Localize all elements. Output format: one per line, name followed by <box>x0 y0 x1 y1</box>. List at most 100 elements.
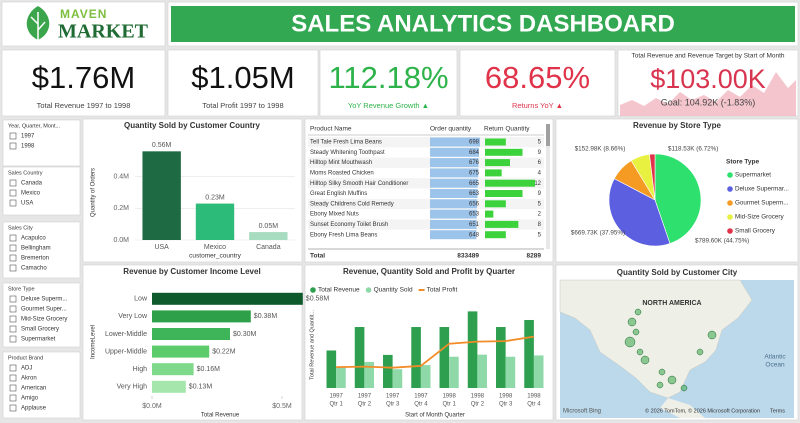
slicer-checkbox[interactable] <box>9 335 17 343</box>
bar <box>496 327 506 388</box>
table-cell: 656 <box>469 201 480 207</box>
return-databar <box>485 231 506 239</box>
scroll-thumb[interactable] <box>546 124 550 146</box>
table-header: Order quantity <box>430 126 472 133</box>
table-header: Return Quantity <box>484 126 530 133</box>
slicer-checkbox[interactable] <box>9 244 17 252</box>
slicer-checkbox[interactable] <box>9 142 17 150</box>
legend-label: Small Grocery <box>735 228 776 235</box>
map-region-label: NORTH AMERICA <box>642 300 701 307</box>
slicer-item: 1997 <box>21 134 35 140</box>
legend-label: Mid-Size Grocery <box>735 214 784 221</box>
slicer-checkbox[interactable] <box>9 325 17 333</box>
return-databar <box>485 159 510 167</box>
table-cell: Steady Whitening Toothpast <box>310 150 385 156</box>
target-sparkline <box>620 72 796 116</box>
slicer-checkbox[interactable] <box>9 264 17 272</box>
slicer-checkbox[interactable] <box>9 364 17 372</box>
map-bubble <box>640 355 650 365</box>
legend-title: Store Type <box>726 159 759 166</box>
kpi-value: $1.76M <box>32 60 135 95</box>
x-tick-label: Qtr 4 <box>527 402 541 408</box>
bar <box>152 310 251 323</box>
bar <box>364 361 374 388</box>
map-land-south <box>660 398 705 418</box>
slicer-checkbox[interactable] <box>9 374 17 382</box>
map-bubble <box>658 368 666 376</box>
y-tick-label: Lower-Middle <box>105 331 147 338</box>
slicer-checkbox[interactable] <box>9 295 17 303</box>
bar-value-label: 0.23M <box>205 194 225 201</box>
bar-value-label: $0.22M <box>212 348 236 355</box>
bar <box>533 355 544 388</box>
map-ocean-label: Atlantic <box>764 354 786 361</box>
slicer-checkbox[interactable] <box>9 189 17 197</box>
y-tick-label: Very Low <box>118 313 148 320</box>
bar <box>152 345 210 358</box>
x-tick-label: Qtr 3 <box>386 402 400 408</box>
slicer-checkbox[interactable] <box>9 305 17 313</box>
map-bubble <box>667 375 677 385</box>
map-terms[interactable]: Terms <box>770 408 785 414</box>
map-bubble <box>636 348 644 356</box>
slicer-title: Sales Country <box>8 170 43 176</box>
table-cell: 675 <box>469 170 480 176</box>
slicer-checkbox[interactable] <box>9 404 17 412</box>
table-total: 8289 <box>527 253 542 260</box>
map-copyright: © 2026 TomTom, © 2026 Microsoft Corporat… <box>645 407 760 414</box>
slicer-item: Amigo <box>21 396 39 402</box>
kpi-value: $1.05M <box>191 60 294 95</box>
slicer-checkbox[interactable] <box>9 132 17 140</box>
table-cell: Tell Tale Fresh Lima Beans <box>310 140 382 146</box>
logo-vein <box>30 12 46 40</box>
order-databar <box>430 189 478 198</box>
bar <box>524 319 534 388</box>
table-header: Product Name <box>310 126 352 133</box>
slicer-checkbox[interactable] <box>9 179 17 187</box>
slicer-checkbox[interactable] <box>9 199 17 207</box>
table-cell: 676 <box>469 160 480 166</box>
table-cell: Ebony Fresh Lima Beans <box>310 232 377 238</box>
bar <box>411 327 421 388</box>
slicer-checkbox[interactable] <box>9 384 17 392</box>
slicer-title: Year, Quarter, Mont... <box>8 123 61 129</box>
slicer-item: Akron <box>21 376 37 382</box>
slicer-checkbox[interactable] <box>9 315 17 323</box>
legend-marker <box>727 214 733 220</box>
legend-marker <box>310 287 316 293</box>
map-bubble <box>707 330 717 340</box>
kpi-card <box>319 49 458 117</box>
table-row-band <box>308 157 544 168</box>
slicer-checkbox[interactable] <box>9 234 17 242</box>
slicer-checkbox[interactable] <box>9 394 17 402</box>
map-bubble <box>624 336 636 348</box>
table-cell: Moms Roasted Chicken <box>310 170 374 176</box>
table-cell: Great English Muffins <box>310 191 367 197</box>
kpi-value: 68.65% <box>485 60 590 95</box>
x-tick-label: 1997 <box>414 394 428 400</box>
order-databar <box>430 219 477 229</box>
legend-marker <box>727 200 733 206</box>
bar-value-label: $0.13M <box>189 384 213 391</box>
return-databar <box>485 210 494 218</box>
kpi-label: YoY Revenue Growth ▲ <box>348 101 429 110</box>
map-bubble <box>627 317 637 327</box>
table-row-band <box>308 198 544 210</box>
chart-title: Revenue, Quantity Sold and Profit by Qua… <box>343 267 515 276</box>
slicer-checkbox[interactable] <box>9 254 17 262</box>
slice-label: $789.60K (44.75%) <box>695 238 749 245</box>
slicer-item: Deluxe Superm... <box>21 297 68 303</box>
map-brand: Microsoft Bing <box>563 409 601 415</box>
table-cell: 5 <box>538 140 542 146</box>
y-axis-label: Quantity of Orders <box>91 168 97 217</box>
x-tick-label: Qtr 1 <box>442 402 456 408</box>
x-tick-label: Mexico <box>204 244 226 251</box>
bar <box>467 311 478 388</box>
legend-marker <box>727 186 733 192</box>
x-tick-label: Qtr 1 <box>329 402 343 408</box>
table-cell: 8 <box>538 222 542 228</box>
table-row-band <box>308 178 544 189</box>
table-cell: 698 <box>469 140 480 146</box>
slicer-item: Acapulco <box>21 236 46 242</box>
legend-label: Supermarket <box>735 172 771 179</box>
